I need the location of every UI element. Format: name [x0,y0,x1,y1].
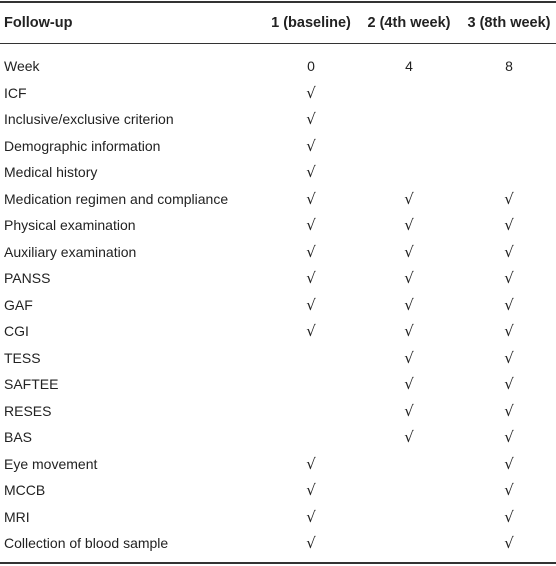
cell-8th-week: √ [504,428,514,447]
row-label: Week [4,58,40,75]
table-row: BAS √ √ [0,424,556,451]
cell-4th-week: 4 [405,58,413,75]
cell-baseline: √ [306,322,316,341]
table-row: Week 0 4 8 [0,53,556,80]
cell-baseline: 0 [307,58,315,75]
cell-4th-week: √ [404,375,414,394]
row-label: CGI [4,323,29,340]
header-follow-up: Follow-up [4,15,73,31]
cell-4th-week: √ [404,322,414,341]
cell-8th-week: 8 [505,58,513,75]
cell-baseline: √ [306,481,316,500]
row-label: Eye movement [4,455,98,472]
top-rule [0,1,556,3]
cell-baseline: √ [306,136,316,155]
table-row: Medical history √ [0,159,556,186]
table-row: Inclusive/exclusive criterion √ [0,106,556,133]
table-row: Physical examination √ √ √ [0,212,556,239]
cell-baseline: √ [306,110,316,129]
cell-baseline: √ [306,269,316,288]
cell-baseline: √ [306,295,316,314]
row-label: MRI [4,508,30,525]
table-row: Auxiliary examination √ √ √ [0,239,556,266]
row-label: MCCB [4,482,46,499]
cell-baseline: √ [306,507,316,526]
cell-4th-week: √ [404,189,414,208]
cell-8th-week: √ [504,401,514,420]
row-label: Demographic information [4,137,161,154]
cell-8th-week: √ [504,507,514,526]
cell-8th-week: √ [504,295,514,314]
cell-4th-week: √ [404,348,414,367]
table-row: Medication regimen and compliance √ √ √ [0,186,556,213]
table-row: ICF √ [0,80,556,107]
cell-8th-week: √ [504,348,514,367]
cell-8th-week: √ [504,269,514,288]
cell-baseline: √ [306,534,316,553]
cell-4th-week: √ [404,401,414,420]
cell-8th-week: √ [504,454,514,473]
row-label: PANSS [4,270,51,287]
header-baseline: 1 (baseline) [271,15,351,31]
row-label: TESS [4,349,41,366]
header-rule [0,43,556,44]
cell-4th-week: √ [404,295,414,314]
row-label: Collection of blood sample [4,535,169,552]
table-row: Eye movement √ √ [0,451,556,478]
cell-4th-week: √ [404,216,414,235]
cell-8th-week: √ [504,322,514,341]
row-label: Medical history [4,164,98,181]
table-row: MCCB √ √ [0,477,556,504]
cell-baseline: √ [306,189,316,208]
cell-4th-week: √ [404,242,414,261]
cell-8th-week: √ [504,216,514,235]
table-header-row: Follow-up 1 (baseline) 2 (4th week) 3 (8… [0,6,556,40]
cell-8th-week: √ [504,375,514,394]
table-row: SAFTEE √ √ [0,371,556,398]
table-row: TESS √ √ [0,345,556,372]
table-row: PANSS √ √ √ [0,265,556,292]
row-label: RESES [4,402,52,419]
header-4th-week: 2 (4th week) [367,15,451,31]
table-row: RESES √ √ [0,398,556,425]
row-label: SAFTEE [4,376,59,393]
row-label: Inclusive/exclusive criterion [4,111,174,128]
cell-baseline: √ [306,242,316,261]
table-row: GAF √ √ √ [0,292,556,319]
bottom-rule [0,562,556,564]
cell-4th-week: √ [404,269,414,288]
row-label: Physical examination [4,217,136,234]
row-label: BAS [4,429,33,446]
table-row: Collection of blood sample √ √ [0,530,556,557]
header-8th-week: 3 (8th week) [467,15,551,31]
table-row: Demographic information √ [0,133,556,160]
cell-baseline: √ [306,163,316,182]
cell-8th-week: √ [504,189,514,208]
table-row: MRI √ √ [0,504,556,531]
cell-4th-week: √ [404,428,414,447]
cell-baseline: √ [306,83,316,102]
row-label: ICF [4,84,27,101]
cell-8th-week: √ [504,242,514,261]
row-label: Auxiliary examination [4,243,137,260]
row-label: GAF [4,296,33,313]
row-label: Medication regimen and compliance [4,190,229,207]
cell-8th-week: √ [504,534,514,553]
cell-baseline: √ [306,216,316,235]
table-body: Week 0 4 8 ICF √ Inclusive/exclusive criterion… [0,53,556,557]
cell-baseline: √ [306,454,316,473]
table-row: CGI √ √ √ [0,318,556,345]
cell-8th-week: √ [504,481,514,500]
